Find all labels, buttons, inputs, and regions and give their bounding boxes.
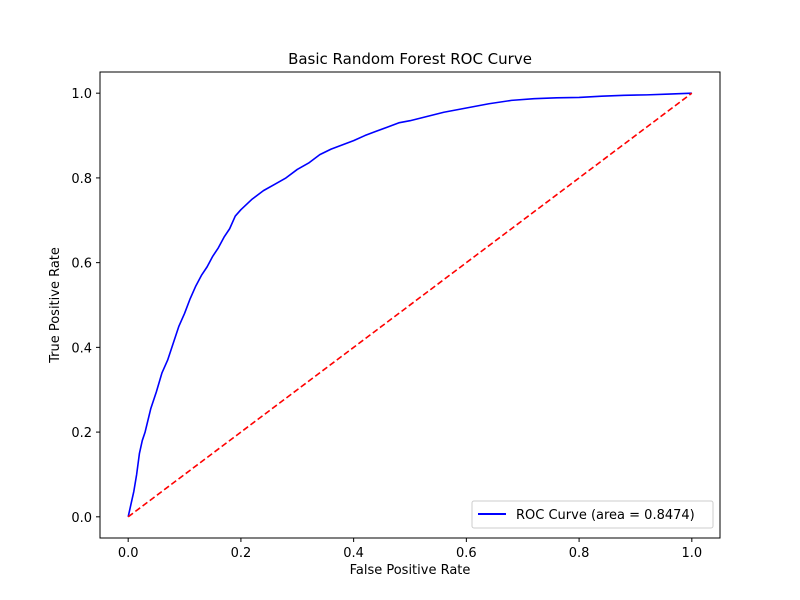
x-tick-label: 0.6 bbox=[456, 546, 477, 561]
x-tick-label: 0.4 bbox=[343, 546, 364, 561]
x-tick-label: 0.8 bbox=[569, 546, 590, 561]
legend-box bbox=[471, 500, 714, 529]
y-tick-label: 0.2 bbox=[71, 426, 92, 441]
x-tick-label: 0.0 bbox=[118, 546, 139, 561]
y-axis-ticks: 0.0 0.2 0.4 0.6 0.8 1.0 bbox=[71, 87, 100, 526]
legend: ROC Curve (area = 0.8474) bbox=[471, 500, 714, 529]
chance-diagonal-line bbox=[127, 92, 693, 518]
y-tick-label: 0.6 bbox=[71, 257, 92, 272]
y-tick-label: 0.8 bbox=[71, 172, 92, 187]
y-axis-label: True Positive Rate bbox=[48, 247, 63, 364]
x-axis-label: False Positive Rate bbox=[350, 563, 471, 578]
chart-title: Basic Random Forest ROC Curve bbox=[288, 50, 532, 68]
series-layer bbox=[127, 92, 693, 518]
legend-label-roc: ROC Curve (area = 0.8474) bbox=[516, 508, 695, 523]
y-tick-label: 1.0 bbox=[71, 87, 92, 102]
y-tick-label: 0.4 bbox=[71, 341, 92, 356]
x-axis-ticks: 0.0 0.2 0.4 0.6 0.8 1.0 bbox=[118, 538, 702, 561]
axes-frame bbox=[99, 71, 721, 539]
y-tick-label: 0.0 bbox=[71, 511, 92, 526]
roc-curve-line bbox=[127, 92, 692, 517]
plot-area bbox=[99, 71, 721, 539]
x-tick-label: 1.0 bbox=[681, 546, 702, 561]
x-tick-label: 0.2 bbox=[231, 546, 252, 561]
